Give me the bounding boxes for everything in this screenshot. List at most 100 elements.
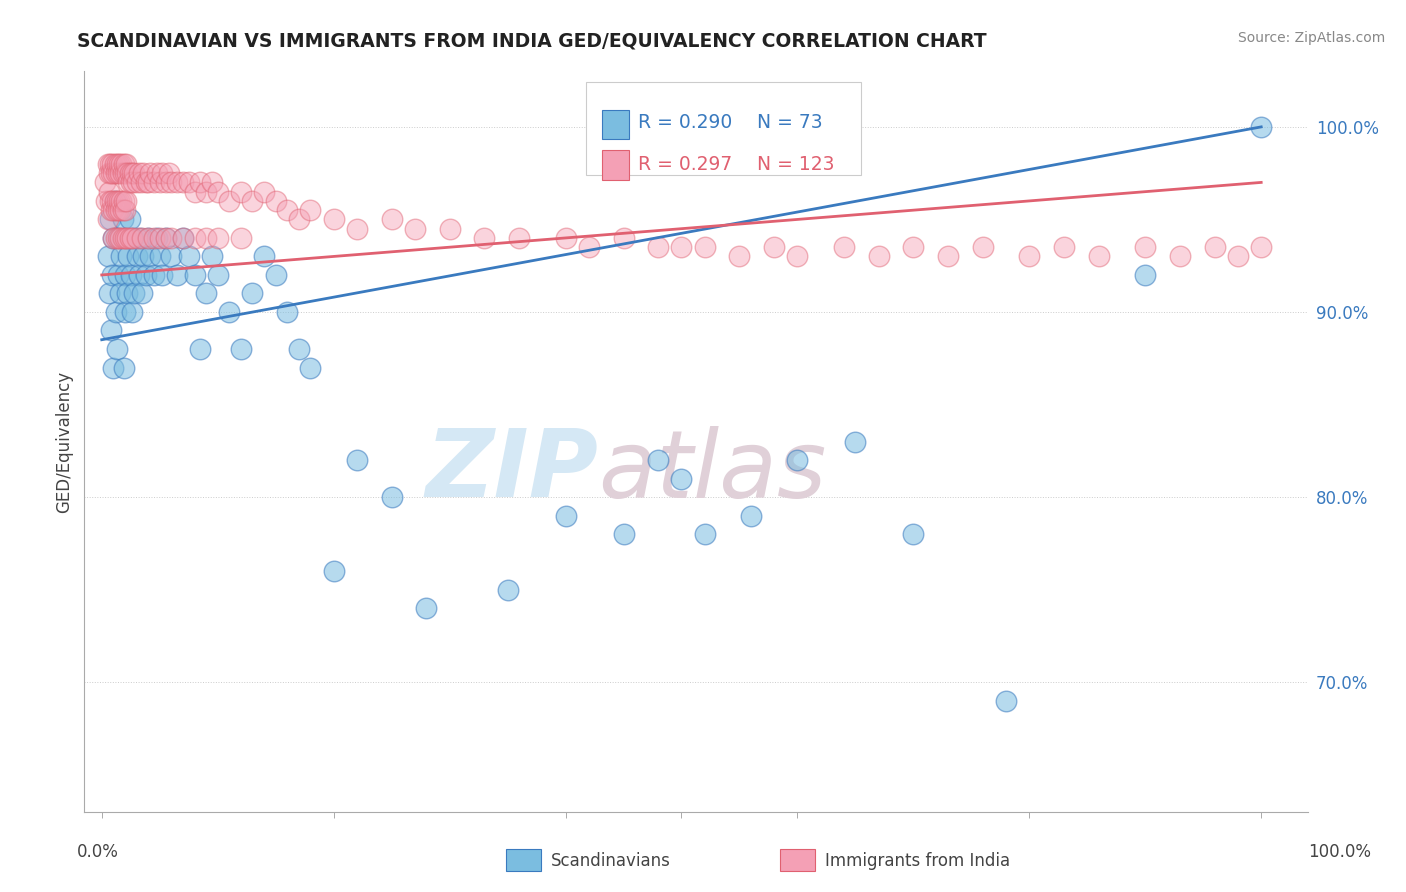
Point: [157, 166, 180, 180]
Point: [264, 268, 287, 282]
Point: [322, 212, 344, 227]
Point: [1135, 240, 1157, 254]
Point: [103, 231, 125, 245]
Point: [110, 249, 132, 263]
Point: [188, 342, 211, 356]
Point: [229, 231, 252, 245]
Point: [122, 175, 145, 190]
Point: [131, 286, 153, 301]
Text: N = 123: N = 123: [758, 155, 835, 175]
Point: [100, 323, 122, 337]
Text: SCANDINAVIAN VS IMMIGRANTS FROM INDIA GED/EQUIVALENCY CORRELATION CHART: SCANDINAVIAN VS IMMIGRANTS FROM INDIA GE…: [77, 31, 987, 50]
Point: [112, 194, 135, 208]
Point: [103, 203, 125, 218]
Point: [115, 157, 138, 171]
Point: [110, 166, 132, 180]
Point: [103, 231, 125, 245]
Point: [276, 305, 298, 319]
Point: [105, 342, 128, 356]
Point: [110, 203, 132, 218]
Point: [1088, 249, 1111, 263]
Point: [146, 231, 169, 245]
Point: [177, 249, 200, 263]
Point: [115, 194, 138, 208]
Text: Scandinavians: Scandinavians: [551, 852, 671, 870]
Point: [105, 194, 128, 208]
Point: [117, 166, 139, 180]
Point: [100, 166, 122, 180]
Point: [101, 157, 124, 171]
Point: [122, 286, 145, 301]
Point: [381, 490, 404, 504]
Point: [98, 212, 121, 227]
Point: [183, 268, 205, 282]
Point: [125, 231, 148, 245]
Point: [207, 268, 229, 282]
Point: [1053, 240, 1076, 254]
Point: [276, 203, 298, 218]
Point: [101, 194, 124, 208]
Point: [121, 166, 143, 180]
Point: [110, 286, 132, 301]
Point: [1135, 268, 1157, 282]
Point: [96, 194, 118, 208]
Point: [207, 231, 229, 245]
Point: [195, 286, 218, 301]
Point: [118, 212, 141, 227]
Text: R = 0.297: R = 0.297: [638, 155, 733, 175]
Text: R = 0.290: R = 0.290: [638, 113, 733, 132]
Point: [155, 231, 177, 245]
Point: [112, 360, 135, 375]
Point: [146, 166, 169, 180]
Point: [103, 194, 125, 208]
Bar: [602, 110, 628, 139]
Point: [172, 175, 194, 190]
Point: [105, 157, 128, 171]
Point: [96, 157, 118, 171]
Point: [104, 231, 127, 245]
Text: 0.0%: 0.0%: [77, 843, 120, 861]
Point: [115, 231, 138, 245]
Point: [201, 175, 224, 190]
Point: [104, 203, 127, 218]
Point: [118, 231, 141, 245]
FancyBboxPatch shape: [586, 82, 860, 175]
Point: [97, 185, 120, 199]
Point: [107, 268, 129, 282]
Point: [578, 240, 600, 254]
Point: [108, 157, 131, 171]
Point: [288, 342, 311, 356]
Point: [103, 194, 125, 208]
Point: [142, 231, 165, 245]
Point: [195, 185, 218, 199]
Point: [108, 231, 131, 245]
Point: [129, 231, 152, 245]
Point: [218, 305, 240, 319]
Point: [110, 194, 132, 208]
Point: [94, 175, 117, 190]
Point: [139, 166, 162, 180]
Text: 100.0%: 100.0%: [1308, 843, 1371, 861]
Point: [132, 166, 155, 180]
Point: [136, 231, 159, 245]
Point: [149, 175, 172, 190]
Point: [160, 231, 183, 245]
Point: [1018, 249, 1040, 263]
Point: [612, 231, 634, 245]
Point: [786, 249, 808, 263]
Point: [172, 231, 194, 245]
Point: [242, 286, 264, 301]
Point: [111, 231, 134, 245]
Point: [346, 221, 368, 235]
Point: [496, 582, 519, 597]
Point: [117, 286, 139, 301]
Point: [1250, 120, 1272, 134]
Point: [103, 166, 125, 180]
Point: [207, 185, 229, 199]
Point: [844, 434, 866, 449]
Text: ZIP: ZIP: [425, 425, 598, 517]
Point: [117, 249, 139, 263]
Point: [647, 453, 669, 467]
Point: [1168, 249, 1191, 263]
Point: [110, 157, 132, 171]
